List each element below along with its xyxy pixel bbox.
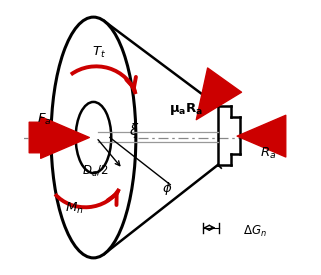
Text: $D_a/2$: $D_a/2$ bbox=[82, 164, 108, 179]
Ellipse shape bbox=[51, 17, 136, 258]
Ellipse shape bbox=[76, 102, 111, 173]
Text: $M_n$: $M_n$ bbox=[65, 201, 84, 216]
Text: $T_t$: $T_t$ bbox=[92, 45, 106, 60]
Text: $\Delta G_n$: $\Delta G_n$ bbox=[243, 224, 266, 240]
Text: $\mathbf{\mu_a R_a}$: $\mathbf{\mu_a R_a}$ bbox=[169, 101, 204, 117]
Text: $\xi$: $\xi$ bbox=[129, 121, 140, 140]
Text: $R_a$: $R_a$ bbox=[260, 146, 277, 161]
Polygon shape bbox=[104, 21, 218, 254]
Text: $F_a$: $F_a$ bbox=[37, 112, 52, 127]
Text: $\phi$: $\phi$ bbox=[162, 180, 172, 197]
